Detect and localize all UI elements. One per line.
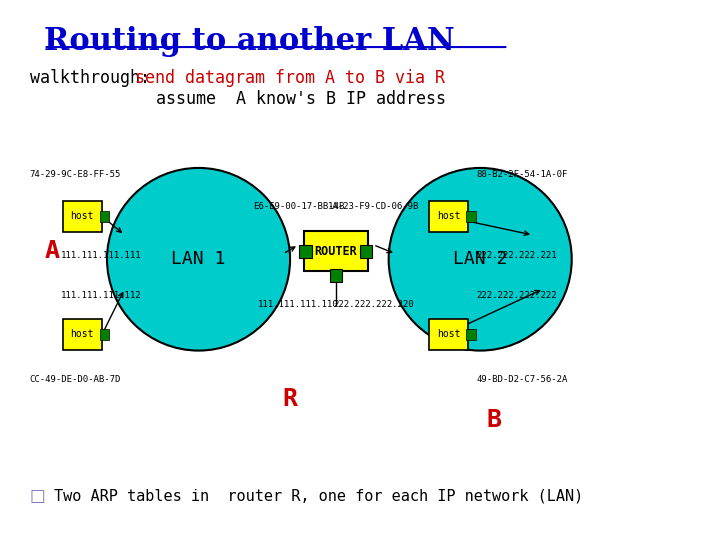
Text: host: host [71,329,94,340]
FancyBboxPatch shape [300,245,312,258]
Text: E6-E9-00-17-BB-4B: E6-E9-00-17-BB-4B [253,202,344,211]
Text: 1A-23-F9-CD-06-9B: 1A-23-F9-CD-06-9B [328,202,419,211]
Text: host: host [437,211,460,221]
Text: □: □ [30,487,45,505]
Text: Routing to another LAN: Routing to another LAN [44,25,454,57]
Text: 222.222.222.221: 222.222.222.221 [477,251,557,260]
Text: LAN 1: LAN 1 [171,250,226,268]
Text: host: host [71,211,94,221]
Text: 74-29-9C-E8-FF-55: 74-29-9C-E8-FF-55 [30,170,121,179]
Text: A: A [45,239,60,263]
Text: R: R [282,387,297,411]
FancyBboxPatch shape [429,319,468,350]
FancyBboxPatch shape [63,319,102,350]
FancyBboxPatch shape [63,201,102,232]
FancyBboxPatch shape [99,211,109,221]
Text: send datagram from A to B via R: send datagram from A to B via R [135,69,445,86]
Text: 222.222.222.222: 222.222.222.222 [477,291,557,300]
FancyBboxPatch shape [466,211,476,221]
FancyBboxPatch shape [466,329,476,340]
FancyBboxPatch shape [304,231,367,271]
Text: ROUTER: ROUTER [315,245,357,258]
Text: Two ARP tables in  router R, one for each IP network (LAN): Two ARP tables in router R, one for each… [54,488,583,503]
Text: 88-B2-2F-54-1A-0F: 88-B2-2F-54-1A-0F [477,170,568,179]
Text: assume  A know's B IP address: assume A know's B IP address [156,90,446,108]
Text: 111.111.111.112: 111.111.111.112 [61,291,142,300]
Text: 111.111.111.110: 111.111.111.110 [258,300,339,308]
Text: LAN 2: LAN 2 [453,250,508,268]
Ellipse shape [107,168,290,350]
Text: walkthrough:: walkthrough: [30,69,160,86]
Text: 222.222.222.220: 222.222.222.220 [333,300,413,308]
Text: host: host [437,329,460,340]
Text: CC-49-DE-D0-AB-7D: CC-49-DE-D0-AB-7D [30,375,121,384]
FancyBboxPatch shape [330,269,342,282]
FancyBboxPatch shape [429,201,468,232]
Text: 111.111.111.111: 111.111.111.111 [61,251,142,260]
Ellipse shape [389,168,572,350]
FancyBboxPatch shape [99,329,109,340]
FancyBboxPatch shape [360,245,372,258]
Text: B: B [487,408,502,433]
Text: 49-BD-D2-C7-56-2A: 49-BD-D2-C7-56-2A [477,375,568,384]
